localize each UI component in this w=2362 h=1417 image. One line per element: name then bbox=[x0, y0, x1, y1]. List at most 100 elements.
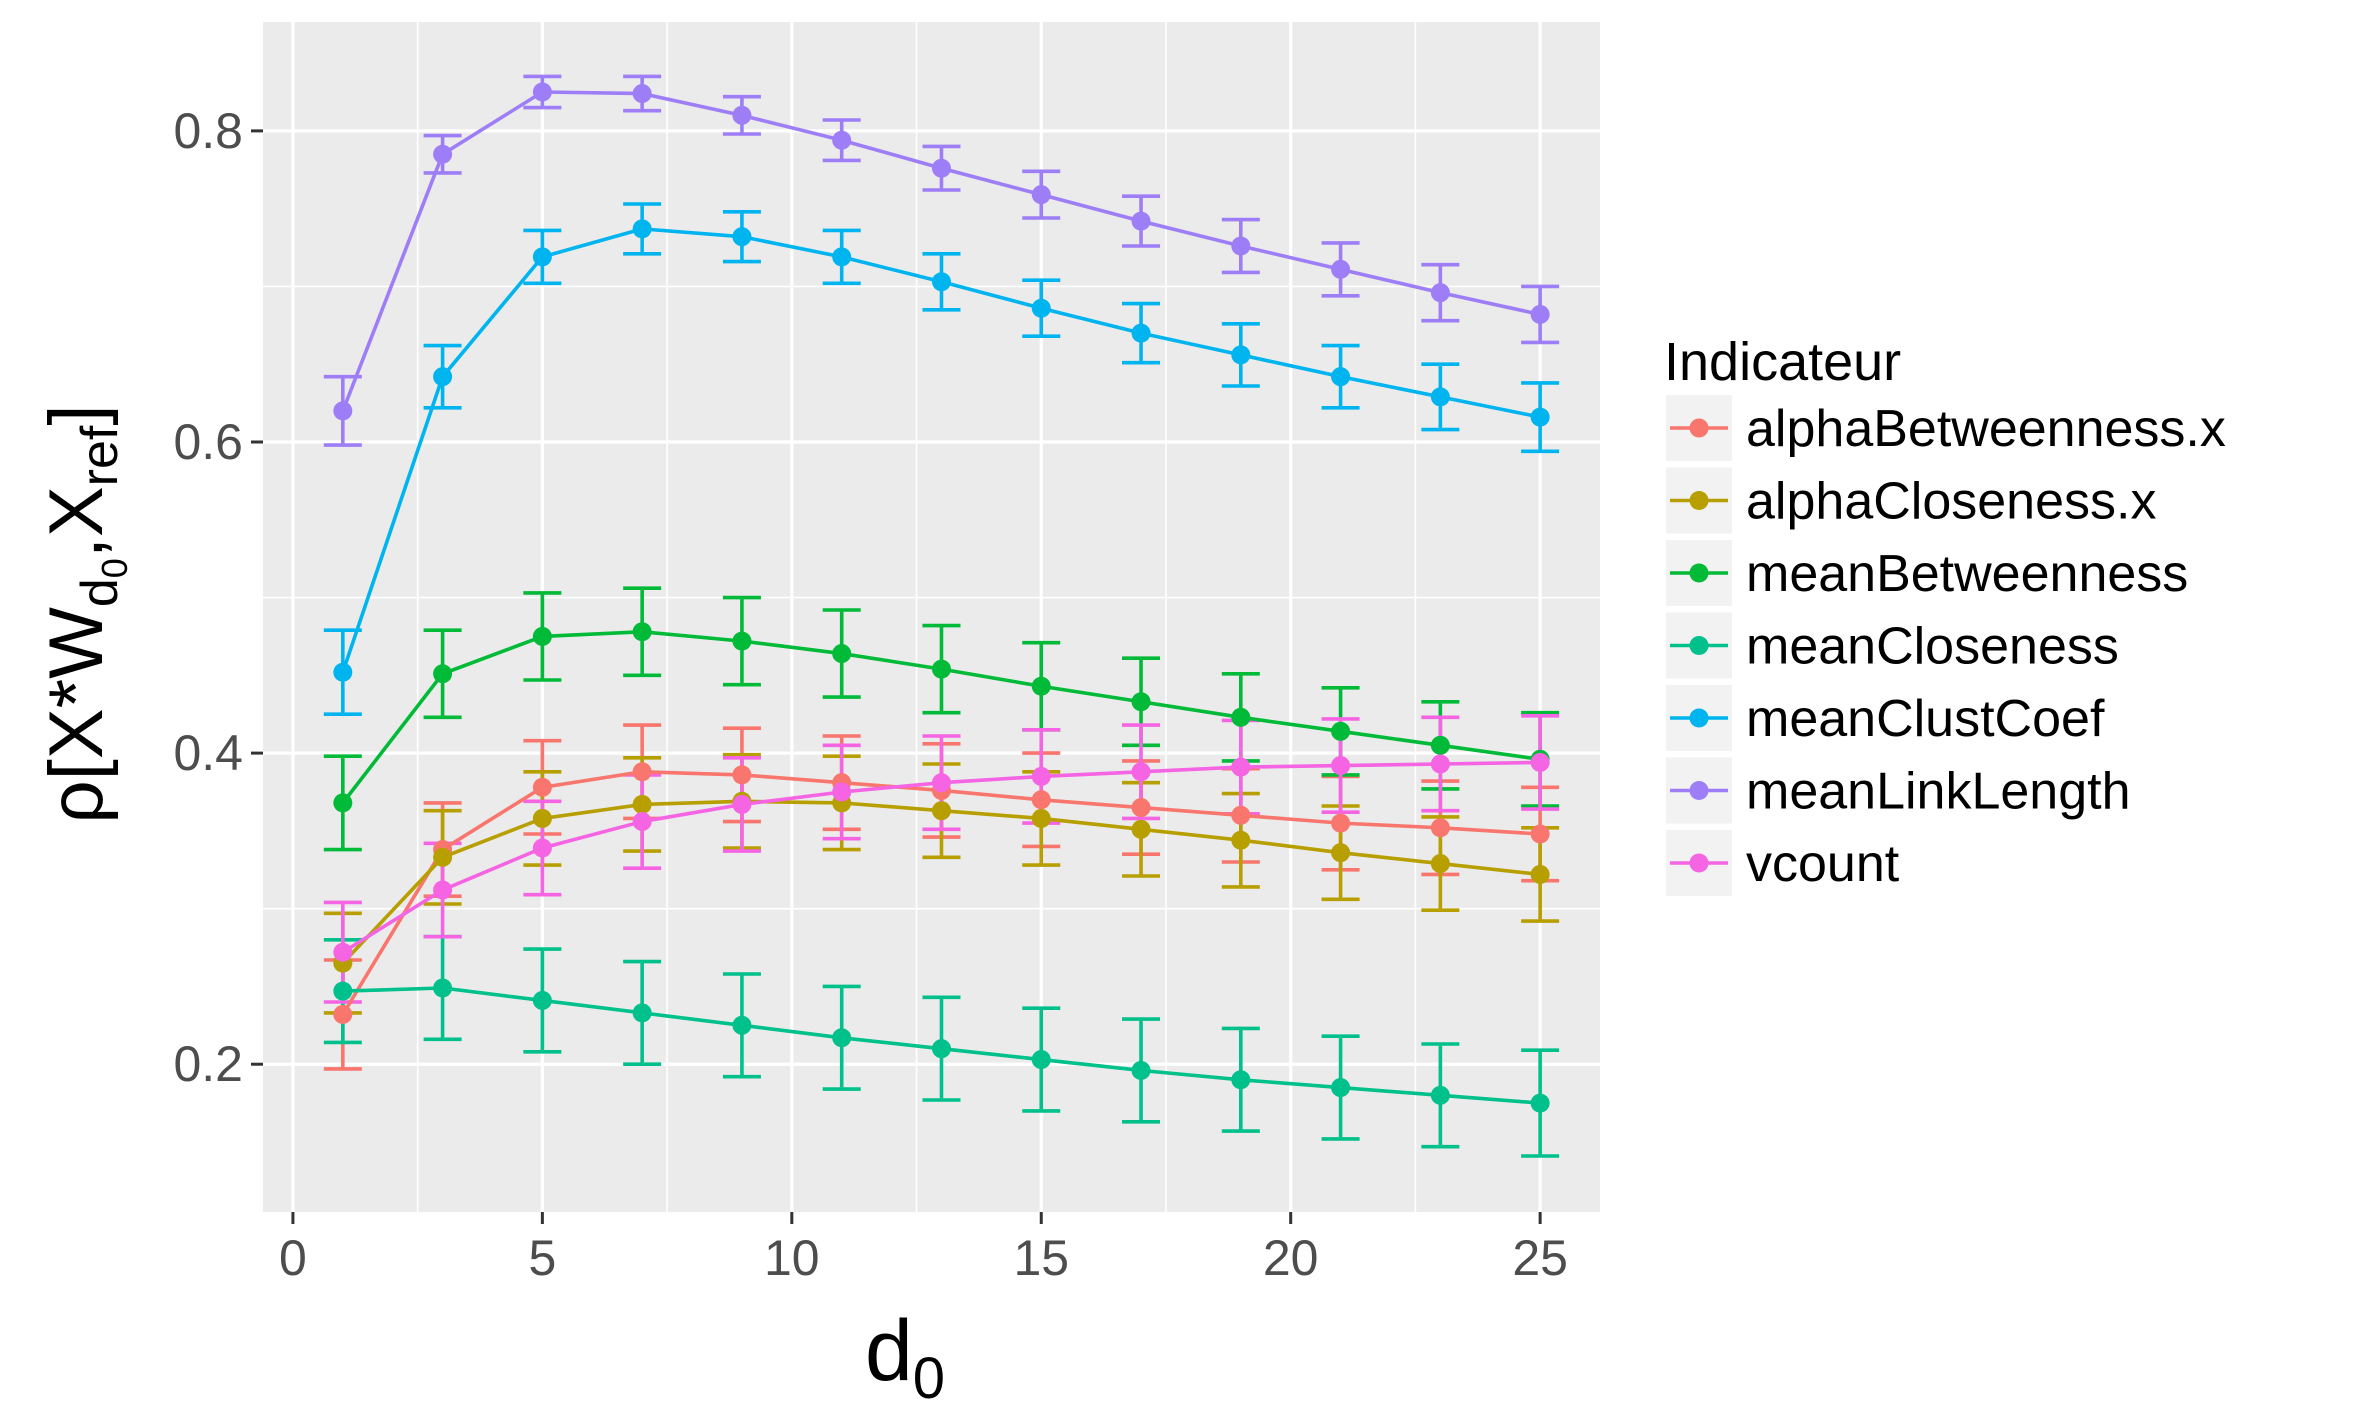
data-point bbox=[1331, 843, 1351, 863]
x-axis-title-sub: 0 bbox=[913, 1346, 945, 1411]
legend-label: meanLinkLength bbox=[1746, 763, 2131, 821]
legend-label: meanCloseness bbox=[1746, 618, 2119, 676]
data-point bbox=[732, 794, 752, 814]
data-point bbox=[433, 978, 453, 998]
legend-key-point bbox=[1689, 491, 1709, 510]
data-point bbox=[931, 1039, 951, 1059]
data-point bbox=[1530, 752, 1550, 772]
y-axis-title-sub2: ref bbox=[71, 425, 129, 486]
data-point bbox=[1231, 345, 1251, 365]
data-point bbox=[1031, 185, 1051, 205]
legend: alphaBetweenness.x alphaCloseness.x meanBe… bbox=[1666, 395, 2226, 896]
data-point bbox=[732, 1015, 752, 1035]
y-tick-label: 0.4 bbox=[173, 725, 243, 781]
data-point bbox=[433, 664, 453, 684]
data-point bbox=[1231, 236, 1251, 256]
data-point bbox=[931, 773, 951, 793]
data-point bbox=[333, 981, 353, 1001]
y-axis: 0.2 0.4 0.6 0.8 bbox=[173, 103, 263, 1092]
x-tick-label: 10 bbox=[764, 1230, 820, 1286]
x-tick-label: 20 bbox=[1263, 1230, 1319, 1286]
data-point bbox=[433, 367, 453, 387]
data-point bbox=[1530, 864, 1550, 884]
legend-key-point bbox=[1689, 853, 1709, 873]
data-point bbox=[433, 847, 453, 867]
data-point bbox=[1530, 824, 1550, 844]
y-axis-title-mid: ,X bbox=[34, 486, 119, 558]
legend-label: vcount bbox=[1746, 835, 1900, 893]
x-axis-title-main: d bbox=[865, 1303, 913, 1399]
y-tick-label: 0.8 bbox=[173, 103, 243, 159]
data-point bbox=[1331, 721, 1351, 741]
points-meanBetweenness bbox=[333, 622, 1550, 813]
data-point bbox=[532, 808, 552, 828]
data-point bbox=[1430, 735, 1450, 755]
data-point bbox=[532, 990, 552, 1010]
data-point bbox=[732, 105, 752, 125]
data-point bbox=[632, 812, 652, 832]
data-point bbox=[1530, 304, 1550, 324]
series-layer bbox=[323, 74, 1560, 1158]
plot-panel bbox=[263, 22, 1600, 1212]
data-point bbox=[1530, 407, 1550, 427]
data-point bbox=[931, 801, 951, 821]
data-point bbox=[1131, 692, 1151, 712]
data-point bbox=[732, 631, 752, 651]
points-alphaBetweenness.x bbox=[333, 762, 1550, 1024]
data-point bbox=[1231, 830, 1251, 850]
data-point bbox=[632, 622, 652, 642]
legend-item: alphaCloseness.x bbox=[1666, 467, 2156, 534]
legend-item: meanBetweenness bbox=[1666, 540, 2188, 606]
data-point bbox=[333, 401, 353, 421]
data-point bbox=[333, 793, 353, 813]
data-point bbox=[1430, 818, 1450, 838]
points-alphaCloseness.x bbox=[333, 791, 1550, 973]
data-point bbox=[433, 144, 453, 164]
points-vcount bbox=[333, 752, 1550, 962]
data-point bbox=[832, 1028, 852, 1048]
data-point bbox=[832, 130, 852, 150]
data-point bbox=[1031, 808, 1051, 828]
data-point bbox=[532, 82, 552, 102]
x-axis-title: d0 bbox=[865, 1303, 945, 1411]
data-point bbox=[1131, 1060, 1151, 1080]
data-point bbox=[832, 247, 852, 267]
x-tick-label: 15 bbox=[1013, 1230, 1069, 1286]
legend-label: meanClustCoef bbox=[1746, 690, 2105, 748]
x-tick-label: 0 bbox=[279, 1230, 307, 1286]
data-point bbox=[1331, 367, 1351, 387]
data-point bbox=[1231, 1070, 1251, 1090]
data-point bbox=[1430, 1085, 1450, 1105]
data-point bbox=[1031, 1050, 1051, 1070]
data-point bbox=[632, 794, 652, 814]
data-point bbox=[931, 272, 951, 292]
data-point bbox=[1430, 387, 1450, 407]
data-point bbox=[532, 838, 552, 858]
legend-item: meanCloseness bbox=[1666, 612, 2119, 679]
x-tick-label: 25 bbox=[1512, 1230, 1568, 1286]
legend-item: alphaBetweenness.x bbox=[1666, 395, 2226, 461]
data-point bbox=[532, 247, 552, 267]
data-point bbox=[1530, 1093, 1550, 1113]
data-point bbox=[931, 659, 951, 679]
data-point bbox=[632, 762, 652, 782]
data-point bbox=[732, 227, 752, 247]
data-point bbox=[333, 662, 353, 682]
data-point bbox=[433, 880, 453, 900]
data-point bbox=[1131, 798, 1151, 818]
data-point bbox=[1231, 707, 1251, 727]
legend-key-point bbox=[1689, 563, 1709, 583]
data-point bbox=[931, 158, 951, 178]
data-point bbox=[1031, 766, 1051, 786]
points-meanClustCoef bbox=[333, 219, 1550, 682]
data-point bbox=[632, 84, 652, 104]
data-point bbox=[632, 219, 652, 239]
data-point bbox=[1430, 854, 1450, 874]
legend-item: meanClustCoef bbox=[1666, 685, 2105, 751]
data-point bbox=[1231, 805, 1251, 825]
data-point bbox=[1331, 813, 1351, 833]
y-axis-title: ρ[X*Wd0,Xref] bbox=[34, 405, 135, 824]
legend-key-point bbox=[1689, 708, 1709, 728]
data-point bbox=[1331, 756, 1351, 776]
